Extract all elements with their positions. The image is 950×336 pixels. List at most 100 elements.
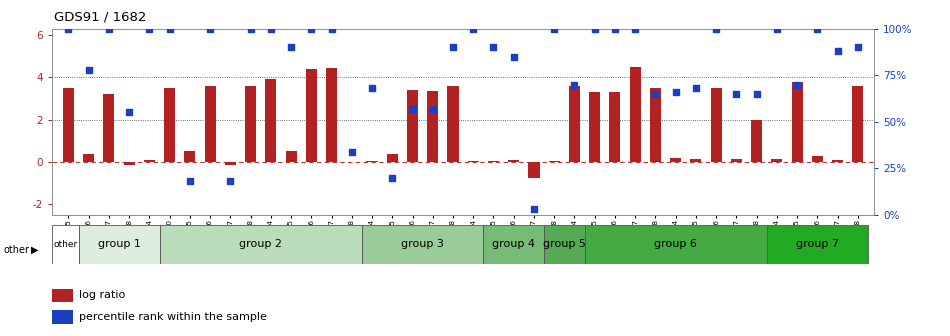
Text: percentile rank within the sample: percentile rank within the sample	[79, 312, 267, 322]
Bar	[691, 159, 701, 162]
Bar	[447, 86, 459, 162]
Bar	[589, 92, 600, 162]
Point	[546, 26, 561, 31]
Point	[122, 110, 137, 115]
Point	[809, 26, 825, 31]
Bar	[584, 225, 767, 264]
Bar	[852, 86, 864, 162]
Point	[668, 89, 683, 95]
Point	[304, 26, 319, 31]
Text: group 4: group 4	[492, 240, 535, 249]
Point	[263, 26, 278, 31]
Point	[770, 26, 785, 31]
Bar	[488, 161, 499, 162]
Point	[749, 91, 764, 96]
Bar	[387, 154, 398, 162]
Point	[466, 26, 481, 31]
Bar	[771, 159, 783, 162]
Point	[648, 91, 663, 96]
Bar	[428, 91, 438, 162]
Point	[506, 54, 522, 59]
Point	[243, 26, 258, 31]
Text: group 3: group 3	[401, 240, 444, 249]
Point	[182, 179, 198, 184]
Point	[567, 82, 582, 87]
Text: ▶: ▶	[31, 245, 39, 255]
Bar	[245, 86, 256, 162]
Bar	[184, 152, 196, 162]
Bar	[265, 79, 276, 162]
Bar	[832, 160, 844, 162]
Bar	[306, 69, 317, 162]
Bar	[569, 86, 580, 162]
Bar	[650, 88, 661, 162]
Text: other: other	[53, 240, 78, 249]
Bar	[484, 225, 544, 264]
Bar	[52, 225, 79, 264]
Text: GDS91 / 1682: GDS91 / 1682	[54, 10, 146, 23]
Bar	[670, 158, 681, 162]
Bar	[63, 88, 74, 162]
Point	[344, 149, 359, 154]
Point	[81, 67, 96, 72]
Bar	[528, 162, 540, 178]
Text: group 1: group 1	[98, 240, 141, 249]
Bar	[160, 225, 362, 264]
Bar	[711, 88, 722, 162]
Point	[607, 26, 622, 31]
Point	[628, 26, 643, 31]
Point	[283, 44, 298, 50]
Point	[202, 26, 218, 31]
Bar	[124, 162, 135, 165]
Bar	[52, 289, 73, 302]
Bar	[367, 161, 377, 162]
Bar	[811, 156, 823, 162]
Point	[426, 106, 441, 112]
Text: group 7: group 7	[796, 240, 839, 249]
Point	[102, 26, 117, 31]
Bar	[79, 225, 160, 264]
Point	[485, 44, 501, 50]
Bar	[286, 152, 296, 162]
Point	[789, 82, 805, 87]
Bar	[204, 86, 216, 162]
Point	[830, 48, 846, 54]
Point	[385, 175, 400, 180]
Point	[587, 26, 602, 31]
Bar	[549, 161, 560, 162]
Bar	[143, 160, 155, 162]
Bar	[52, 310, 73, 324]
Bar	[609, 92, 620, 162]
Text: group 2: group 2	[239, 240, 282, 249]
Point	[526, 207, 542, 212]
Text: other: other	[4, 245, 29, 255]
Text: log ratio: log ratio	[79, 290, 125, 300]
Point	[142, 26, 157, 31]
Bar	[508, 160, 520, 162]
Bar	[467, 161, 479, 162]
Point	[689, 86, 704, 91]
Bar	[407, 90, 418, 162]
Point	[405, 106, 420, 112]
Point	[61, 26, 76, 31]
Bar	[791, 82, 803, 162]
Bar	[767, 225, 868, 264]
Bar	[326, 68, 337, 162]
Bar	[751, 120, 762, 162]
Point	[729, 91, 744, 96]
Point	[709, 26, 724, 31]
Point	[222, 179, 238, 184]
Point	[162, 26, 178, 31]
Text: group 5: group 5	[542, 240, 586, 249]
Bar	[630, 67, 640, 162]
Point	[324, 26, 339, 31]
Bar	[164, 88, 175, 162]
Text: group 6: group 6	[655, 240, 697, 249]
Point	[365, 86, 380, 91]
Point	[850, 44, 865, 50]
Bar	[225, 162, 236, 165]
Bar	[104, 94, 115, 162]
Point	[446, 44, 461, 50]
Bar	[83, 154, 94, 162]
Bar	[731, 159, 742, 162]
